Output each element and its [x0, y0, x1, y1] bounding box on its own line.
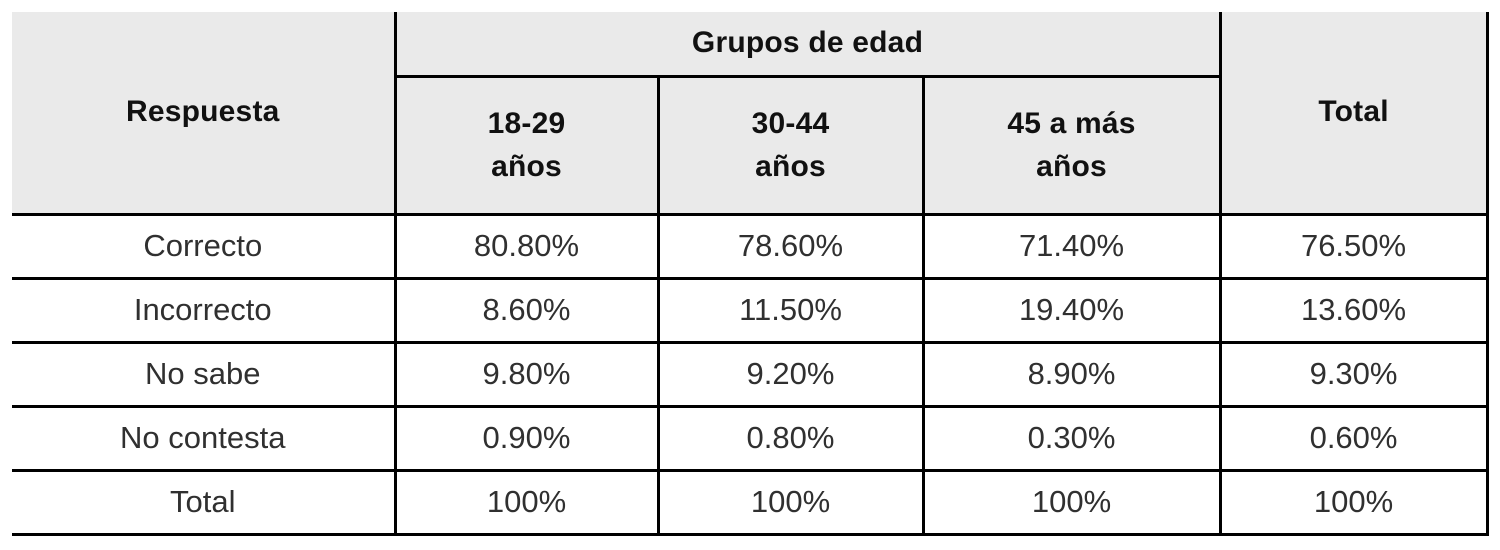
cell-correcto-total: 76.50% — [1218, 212, 1489, 280]
table-row-no-sabe: No sabe 9.80% 9.20% 8.90% 9.30% — [12, 340, 1489, 408]
cell-no-contesta-total: 0.60% — [1218, 404, 1489, 472]
cell-total-total: 100% — [1218, 468, 1489, 536]
cell-no-sabe-45-mas: 8.90% — [921, 340, 1222, 408]
cell-correcto-45-mas: 71.40% — [921, 212, 1222, 280]
header-grupos-de-edad: Grupos de edad — [393, 12, 1222, 78]
table-row-incorrecto: Incorrecto 8.60% 11.50% 19.40% 13.60% — [12, 276, 1489, 344]
cell-incorrecto-45-mas: 19.40% — [921, 276, 1222, 344]
header-age-45-mas-line2: años — [1036, 150, 1107, 183]
header-age-45-mas-line1: 45 a más — [1007, 107, 1136, 140]
cell-total-18-29: 100% — [393, 468, 660, 536]
cell-no-contesta-30-44: 0.80% — [656, 404, 925, 472]
table-row-no-contesta: No contesta 0.90% 0.80% 0.30% 0.60% — [12, 404, 1489, 472]
row-label-no-contesta: No contesta — [12, 404, 397, 472]
cell-correcto-30-44: 78.60% — [656, 212, 925, 280]
cell-no-contesta-18-29: 0.90% — [393, 404, 660, 472]
cell-no-sabe-total: 9.30% — [1218, 340, 1489, 408]
row-label-total: Total — [12, 468, 397, 536]
header-age-30-44-line1: 30-44 — [751, 107, 830, 140]
cell-incorrecto-18-29: 8.60% — [393, 276, 660, 344]
cell-no-sabe-18-29: 9.80% — [393, 340, 660, 408]
header-age-45-mas: 45 a más años — [921, 74, 1222, 216]
row-label-correcto: Correcto — [12, 212, 397, 280]
cell-total-30-44: 100% — [656, 468, 925, 536]
cell-incorrecto-total: 13.60% — [1218, 276, 1489, 344]
table-row-total: Total 100% 100% 100% 100% — [12, 468, 1489, 536]
header-age-18-29: 18-29 años — [393, 74, 660, 216]
header-age-30-44-line2: años — [755, 150, 826, 183]
cell-incorrecto-30-44: 11.50% — [656, 276, 925, 344]
survey-results-table: Respuesta Grupos de edad Total 18-29 año… — [12, 12, 1489, 536]
table-row-correcto: Correcto 80.80% 78.60% 71.40% 76.50% — [12, 212, 1489, 280]
row-label-incorrecto: Incorrecto — [12, 276, 397, 344]
cell-no-sabe-30-44: 9.20% — [656, 340, 925, 408]
header-total: Total — [1218, 12, 1489, 216]
header-age-30-44: 30-44 años — [656, 74, 925, 216]
row-label-no-sabe: No sabe — [12, 340, 397, 408]
cell-total-45-mas: 100% — [921, 468, 1222, 536]
header-respuesta: Respuesta — [12, 12, 397, 216]
header-age-18-29-line1: 18-29 — [487, 107, 566, 140]
cell-no-contesta-45-mas: 0.30% — [921, 404, 1222, 472]
header-age-18-29-line2: años — [491, 150, 562, 183]
cell-correcto-18-29: 80.80% — [393, 212, 660, 280]
